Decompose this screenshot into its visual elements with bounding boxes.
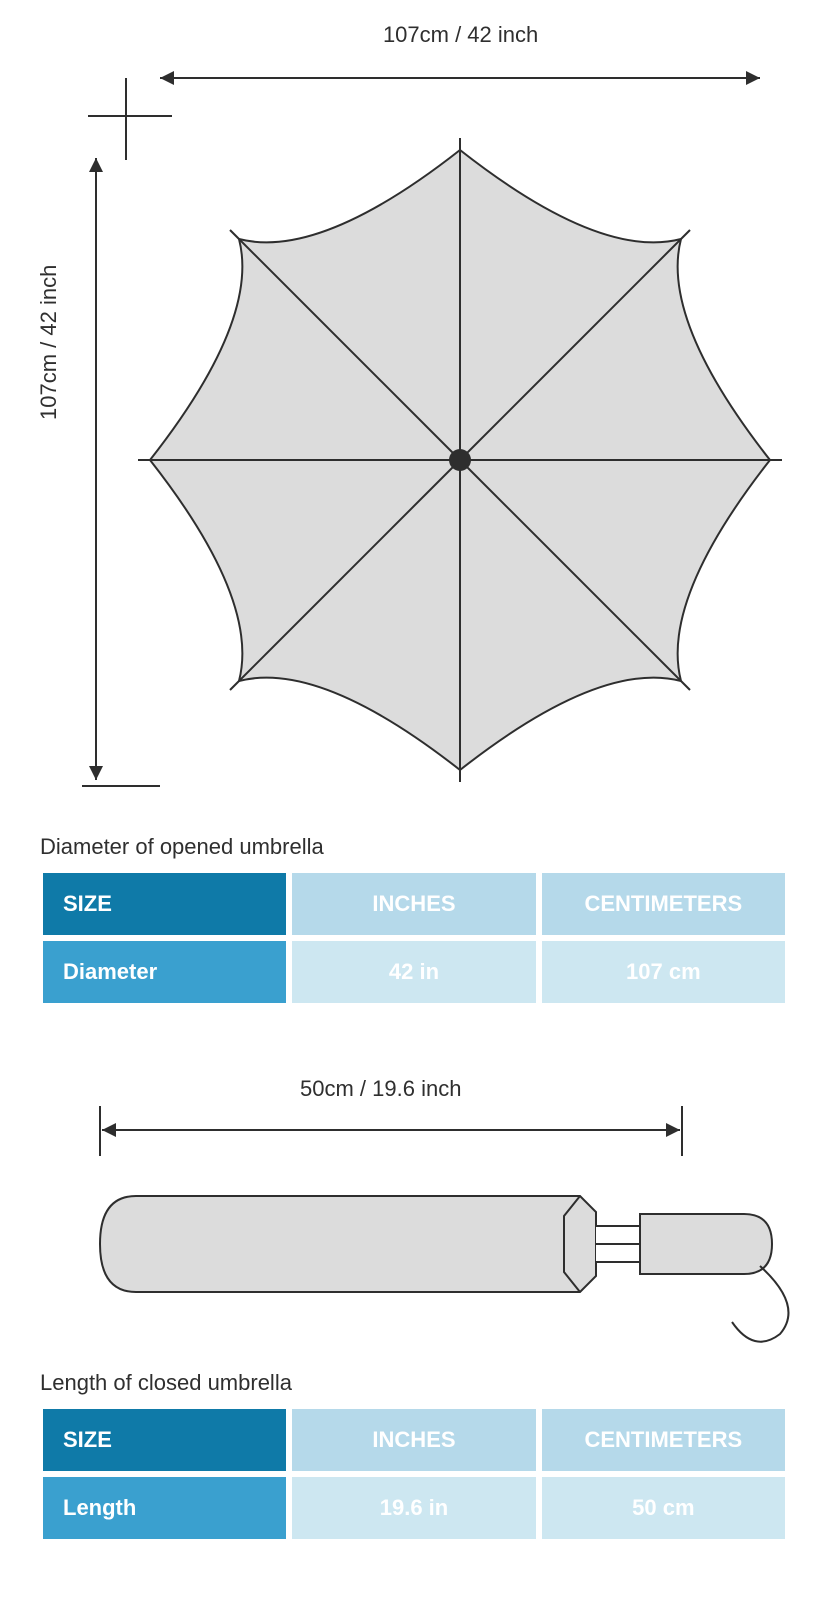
cell-label: Length: [40, 1474, 289, 1542]
col-inches: INCHES: [289, 1406, 538, 1474]
col-size: SIZE: [40, 870, 289, 938]
height-arrow: [82, 158, 160, 786]
length-dimension-label: 50cm / 19.6 inch: [300, 1076, 461, 1102]
table-row: Diameter 42 in 107 cm: [40, 938, 788, 1006]
width-arrow: [88, 71, 760, 160]
col-size: SIZE: [40, 1406, 289, 1474]
col-inches: INCHES: [289, 870, 538, 938]
umbrella-canopy: [138, 138, 782, 782]
closed-umbrella-svg: [40, 1076, 800, 1356]
length-arrow: [100, 1106, 682, 1156]
closed-size-table: SIZE INCHES CENTIMETERS Length 19.6 in 5…: [40, 1406, 788, 1542]
cell-inches: 42 in: [289, 938, 538, 1006]
table-header-row: SIZE INCHES CENTIMETERS: [40, 870, 788, 938]
cell-cm: 50 cm: [539, 1474, 788, 1542]
open-table-caption: Diameter of opened umbrella: [40, 834, 788, 860]
open-size-table: SIZE INCHES CENTIMETERS Diameter 42 in 1…: [40, 870, 788, 1006]
table-header-row: SIZE INCHES CENTIMETERS: [40, 1406, 788, 1474]
umbrella-center-cap: [449, 449, 471, 471]
cell-label: Diameter: [40, 938, 289, 1006]
cell-inches: 19.6 in: [289, 1474, 538, 1542]
width-dimension-label: 107cm / 42 inch: [383, 22, 538, 48]
closed-table-caption: Length of closed umbrella: [40, 1370, 788, 1396]
table-row: Length 19.6 in 50 cm: [40, 1474, 788, 1542]
page-root: 107cm / 42 inch 107cm / 42 inch: [0, 0, 828, 1602]
col-centimeters: CENTIMETERS: [539, 1406, 788, 1474]
height-dimension-label: 107cm / 42 inch: [36, 265, 62, 420]
closed-umbrella-body: [100, 1196, 788, 1342]
closed-umbrella-diagram: 50cm / 19.6 inch: [40, 1076, 788, 1356]
open-umbrella-svg: [40, 20, 800, 820]
cell-cm: 107 cm: [539, 938, 788, 1006]
open-umbrella-diagram: 107cm / 42 inch 107cm / 42 inch: [40, 20, 788, 820]
col-centimeters: CENTIMETERS: [539, 870, 788, 938]
